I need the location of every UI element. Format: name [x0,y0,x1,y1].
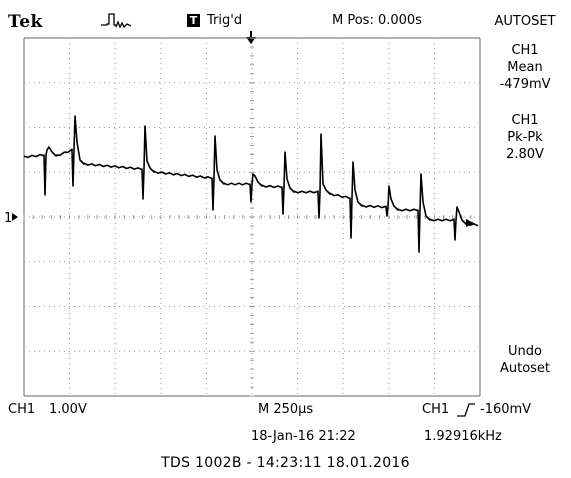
brand-logo: Tek [8,12,43,32]
ch1-volts-per-div: 1.00V [49,402,87,417]
trigger-badge: T [187,14,200,27]
measure-mean-channel: CH1 [511,43,539,58]
undo-autoset-button[interactable]: Undo Autoset [482,343,568,377]
ch1-channel-label: CH1 [8,402,36,417]
measure-pkpk-channel: CH1 [511,113,539,128]
datetime-readout: 18-Jan-16 21:22 [251,429,356,444]
trigger-level-arrow-icon [466,219,474,227]
measure-pkpk-type: Pk-Pk [507,130,543,145]
undo-autoset-line2: Autoset [499,361,551,376]
footer-caption: TDS 1002B - 14:23:11 18.01.2016 [161,455,410,471]
measure-mean-type: Mean [507,60,543,75]
horizontal-position: M Pos: 0.000s [332,13,422,28]
rising-edge-icon [457,403,475,417]
autoset-menu-title[interactable]: AUTOSET [494,14,556,29]
timebase-readout: M 250µs [258,402,314,417]
measure-mean-readout[interactable]: CH1 Mean -479mV [482,42,568,93]
trigger-channel-label: CH1 [422,402,450,417]
ch1-waveform [23,115,479,253]
measure-pkpk-value: 2.80V [506,147,544,162]
trigger-level-readout: -160mV [480,402,532,417]
single-pulse-icon [101,13,131,29]
ground-marker: 1 [4,211,12,226]
undo-autoset-line1: Undo [508,344,542,359]
ground-marker-arrow-icon [12,213,18,221]
trigger-status: Trig'd [207,13,243,28]
measure-mean-value: -479mV [499,77,551,92]
frequency-readout: 1.92916kHz [424,429,502,444]
graticule-grid [23,37,481,397]
measure-pkpk-readout[interactable]: CH1 Pk-Pk 2.80V [482,112,568,163]
